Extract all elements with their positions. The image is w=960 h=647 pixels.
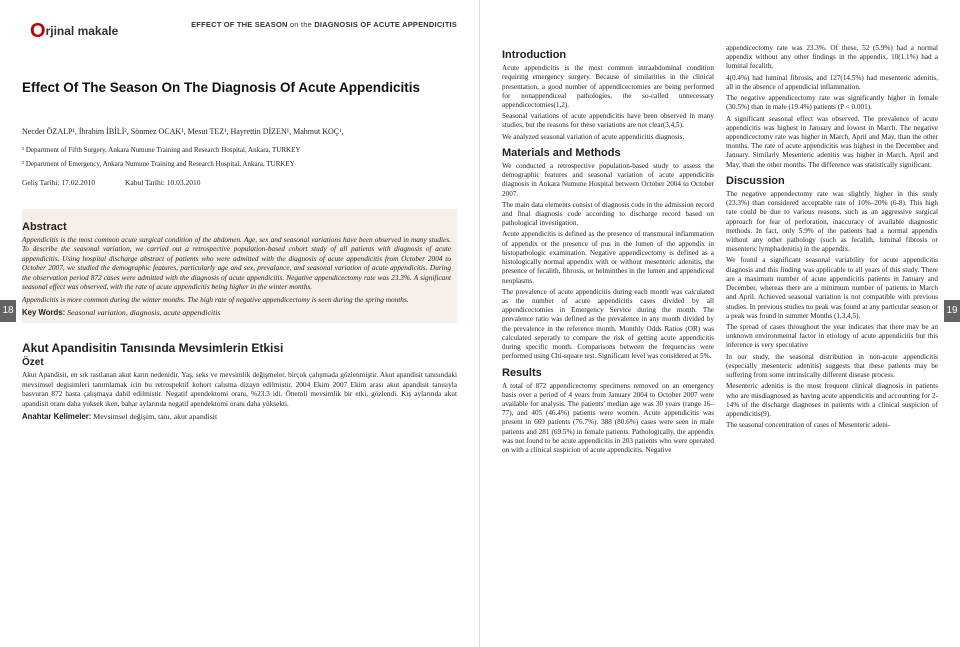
discussion-p6: The seasonal concentration of cases of M… (726, 421, 938, 430)
turkish-keywords: Anahtar Kelimeler: Mevsimsel değişim, ta… (22, 412, 457, 421)
discussion-p2: We found a significant seasonal variabil… (726, 256, 938, 321)
tab-rest: rjinal makale (46, 24, 119, 38)
affiliation-1: ¹ Department of Fifth Surgery, Ankara Nu… (22, 146, 457, 155)
discussion-p1: The negative appendectomy rate was sligh… (726, 190, 938, 255)
abstract-body-2: Appendicitis is more common during the w… (22, 295, 451, 304)
results-p3: 4(0.4%) had luminal fibrosis, and 127(14… (726, 74, 938, 92)
turkish-abstract: Akut Apandisit, en sık rastlanan akut ka… (22, 370, 457, 408)
methods-heading: Materials and Methods (502, 146, 714, 160)
turkish-keywords-label: Anahtar Kelimeler: (22, 412, 91, 421)
intro-p2: Seasonal variations of acute appendiciti… (502, 112, 714, 130)
page-number-right: 19 (944, 300, 960, 322)
abstract-box: Abstract Appendicitis is the most common… (22, 209, 457, 323)
section-tab: Orjinal makale (22, 18, 126, 46)
turkish-keywords-text: Mevsimsel değişim, tanı, akut apandisit (91, 412, 217, 421)
affiliation-2: ² Department of Emergency, Ankara Numune… (22, 160, 457, 169)
authors-line: Necdet ÖZALP¹, İbrahim İBİLİ², Sönmez OC… (22, 127, 457, 136)
results-p2: appendicectomy rate was 23.3%. Of these,… (726, 44, 938, 72)
discussion-p5: Mesenteric adenitis is the most frequent… (726, 382, 938, 419)
keywords-text: Seasonal variation, diagnosis, acute app… (65, 308, 220, 317)
results-p5: A significant seasonal effect was observ… (726, 115, 938, 170)
abstract-body: Appendicitis is the most common acute su… (22, 235, 451, 292)
keywords-line: Key Words: Seasonal variation, diagnosis… (22, 308, 451, 317)
running-head-left: EFFECT OF THE SEASON on the DIAGNOSIS OF… (191, 20, 457, 29)
intro-heading: Introduction (502, 48, 714, 62)
left-page: Orjinal makale EFFECT OF THE SEASON on t… (0, 0, 480, 647)
results-p4: The negative appendicectomy rate was sig… (726, 94, 938, 112)
abstract-heading: Abstract (22, 221, 451, 233)
article-title: Effect Of The Season On The Diagnosis Of… (22, 80, 457, 95)
methods-p4: The prevalence of acute appendicitis dur… (502, 288, 714, 362)
dates-line: Geliş Tarihi: 17.02.2010 Kabul Tarihi: 1… (22, 178, 457, 187)
methods-p3: Acute appendicitis is defined as the pre… (502, 230, 714, 285)
received-date: Geliş Tarihi: 17.02.2010 (22, 178, 95, 187)
column-2: appendicectomy rate was 23.3%. Of these,… (726, 44, 938, 457)
accepted-date: Kabul Tarihi: 10.03.2010 (125, 178, 201, 187)
page-spread: Orjinal makale EFFECT OF THE SEASON on t… (0, 0, 960, 647)
text-columns: Introduction Acute appendicitis is the m… (502, 44, 938, 457)
methods-p2: The main data elements consist of diagno… (502, 201, 714, 229)
methods-p1: We conducted a retrospective population-… (502, 162, 714, 199)
keywords-label: Key Words: (22, 308, 65, 317)
tab-capital: O (30, 20, 46, 42)
right-page: Introduction Acute appendicitis is the m… (480, 0, 960, 647)
page-number-left: 18 (0, 300, 16, 322)
turkish-subheading: Özet (22, 357, 457, 368)
discussion-p3: The spread of cases throughout the year … (726, 323, 938, 351)
results-p1: A total of 872 appendicectomy specimens … (502, 382, 714, 456)
column-1: Introduction Acute appendicitis is the m… (502, 44, 714, 457)
intro-p1: Acute appendicitis is the most common in… (502, 64, 714, 110)
discussion-p4: In our study, the seasonal distribution … (726, 353, 938, 381)
turkish-title: Akut Apandisitin Tanısında Mevsimlerin E… (22, 341, 457, 355)
intro-p3: We analyzed seasonal variation of acute … (502, 133, 714, 142)
results-heading: Results (502, 366, 714, 380)
discussion-heading: Discussion (726, 174, 938, 188)
